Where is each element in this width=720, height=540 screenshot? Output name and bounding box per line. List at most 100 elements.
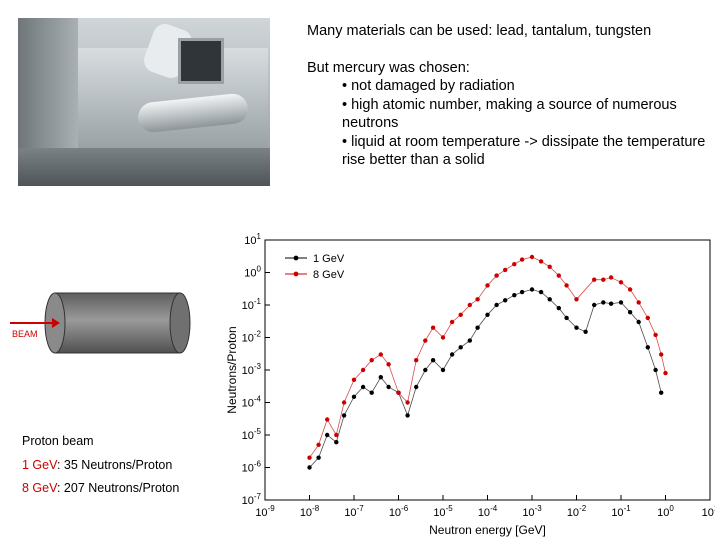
- data-point: [325, 432, 330, 438]
- data-point: [458, 312, 463, 317]
- data-point: [538, 289, 544, 295]
- y-tick-label: 10-1: [242, 297, 262, 312]
- data-point: [564, 283, 569, 288]
- energy-line-2: 8 GeV: 207 Neutrons/Proton: [22, 481, 179, 495]
- data-point: [405, 400, 410, 405]
- data-point: [592, 302, 597, 308]
- legend-marker: [293, 271, 299, 277]
- data-point: [512, 293, 517, 298]
- data-point: [618, 300, 624, 305]
- y-tick-label: 10-6: [242, 460, 262, 475]
- data-point: [316, 442, 321, 447]
- data-point: [503, 298, 508, 303]
- data-point: [378, 352, 383, 357]
- data-point: [659, 390, 664, 395]
- y-axis-label: Neutrons/Proton: [225, 326, 239, 413]
- data-point: [485, 283, 490, 288]
- data-point: [360, 384, 366, 390]
- data-point: [334, 432, 339, 438]
- data-point: [475, 297, 480, 302]
- energy-result: : 207 Neutrons/Proton: [56, 481, 180, 495]
- data-point: [430, 358, 436, 363]
- target-cylinder-diagram: BEAM: [10, 292, 191, 354]
- data-point: [601, 277, 606, 282]
- data-point: [307, 465, 312, 470]
- bullet-2: • high atomic number, making a source of…: [342, 96, 677, 132]
- data-point: [645, 345, 650, 350]
- y-tick-label: 10-7: [242, 492, 262, 507]
- data-point: [556, 305, 561, 311]
- data-point: [608, 301, 614, 306]
- data-point: [458, 345, 463, 350]
- y-tick-label: 10-2: [242, 330, 262, 345]
- x-tick-label: 101: [702, 504, 715, 519]
- data-point: [405, 413, 410, 418]
- data-point: [440, 367, 446, 373]
- data-point: [423, 367, 428, 373]
- data-point: [351, 377, 357, 382]
- intro-line: Many materials can be used: lead, tantal…: [307, 23, 652, 39]
- data-point: [529, 287, 535, 292]
- data-point: [601, 300, 606, 305]
- data-point: [396, 390, 401, 395]
- series-line-0: [309, 289, 662, 468]
- legend-label: 1 GeV: [313, 253, 345, 265]
- data-point: [659, 352, 664, 357]
- data-point: [440, 335, 446, 340]
- data-point: [369, 358, 374, 363]
- x-tick-label: 10-1: [611, 504, 631, 519]
- reason-intro: But mercury was chosen:: [307, 59, 470, 76]
- explanation-text: Many materials can be used: lead, tantal…: [307, 22, 707, 170]
- energy-result: : 35 Neutrons/Proton: [56, 458, 173, 472]
- energy-line-1: 1 GeV: 35 Neutrons/Proton: [22, 458, 172, 472]
- data-point: [475, 325, 480, 330]
- bullet-3: • liquid at room temperature -> dissipat…: [342, 133, 706, 169]
- y-tick-label: 10-5: [242, 427, 262, 442]
- data-point: [449, 319, 455, 325]
- data-point: [645, 315, 650, 321]
- neutron-spectrum-chart: 10-9 10-8 10-7 10-6 10-5 10-4 10-3 10-2 10-1 100 1…: [225, 232, 715, 537]
- cylinder-body: [55, 293, 180, 353]
- data-point: [663, 370, 668, 376]
- proton-beam-title: Proton beam: [22, 434, 94, 448]
- data-point: [627, 287, 633, 292]
- y-tick-label: 101: [244, 232, 261, 247]
- x-tick-label: 100: [657, 504, 674, 519]
- data-point: [341, 413, 347, 418]
- data-point: [341, 400, 347, 405]
- legend-label: 8 GeV: [313, 269, 345, 281]
- data-point: [386, 362, 391, 367]
- data-point: [485, 312, 490, 317]
- data-point: [556, 273, 561, 278]
- data-point: [351, 394, 357, 399]
- target-station-photo: [18, 18, 270, 186]
- bullet-1: • not damaged by radiation: [342, 78, 515, 94]
- data-point: [467, 338, 472, 343]
- data-point: [529, 254, 535, 260]
- data-point: [316, 455, 321, 460]
- data-point: [547, 297, 552, 302]
- data-point: [494, 302, 499, 308]
- data-point: [325, 417, 330, 422]
- beam-label: BEAM: [12, 329, 38, 339]
- data-point: [583, 329, 588, 334]
- data-point: [494, 273, 499, 278]
- data-point: [360, 367, 366, 373]
- data-point: [503, 267, 508, 273]
- data-point: [430, 325, 436, 330]
- data-point: [547, 264, 552, 269]
- beam-arrowhead: [52, 318, 60, 328]
- x-tick-label: 10-5: [433, 504, 453, 519]
- x-tick-label: 10-2: [567, 504, 587, 519]
- x-tick-label: 10-4: [478, 504, 498, 519]
- data-point: [574, 325, 579, 330]
- x-tick-label: 10-7: [344, 504, 364, 519]
- data-point: [636, 319, 641, 325]
- data-point: [449, 352, 455, 357]
- legend-marker: [293, 255, 299, 261]
- x-tick-label: 10-3: [522, 504, 542, 519]
- data-point: [423, 338, 428, 343]
- energy-value: 8 GeV: [22, 481, 57, 495]
- x-tick-label: 10-8: [300, 504, 320, 519]
- data-point: [618, 280, 624, 285]
